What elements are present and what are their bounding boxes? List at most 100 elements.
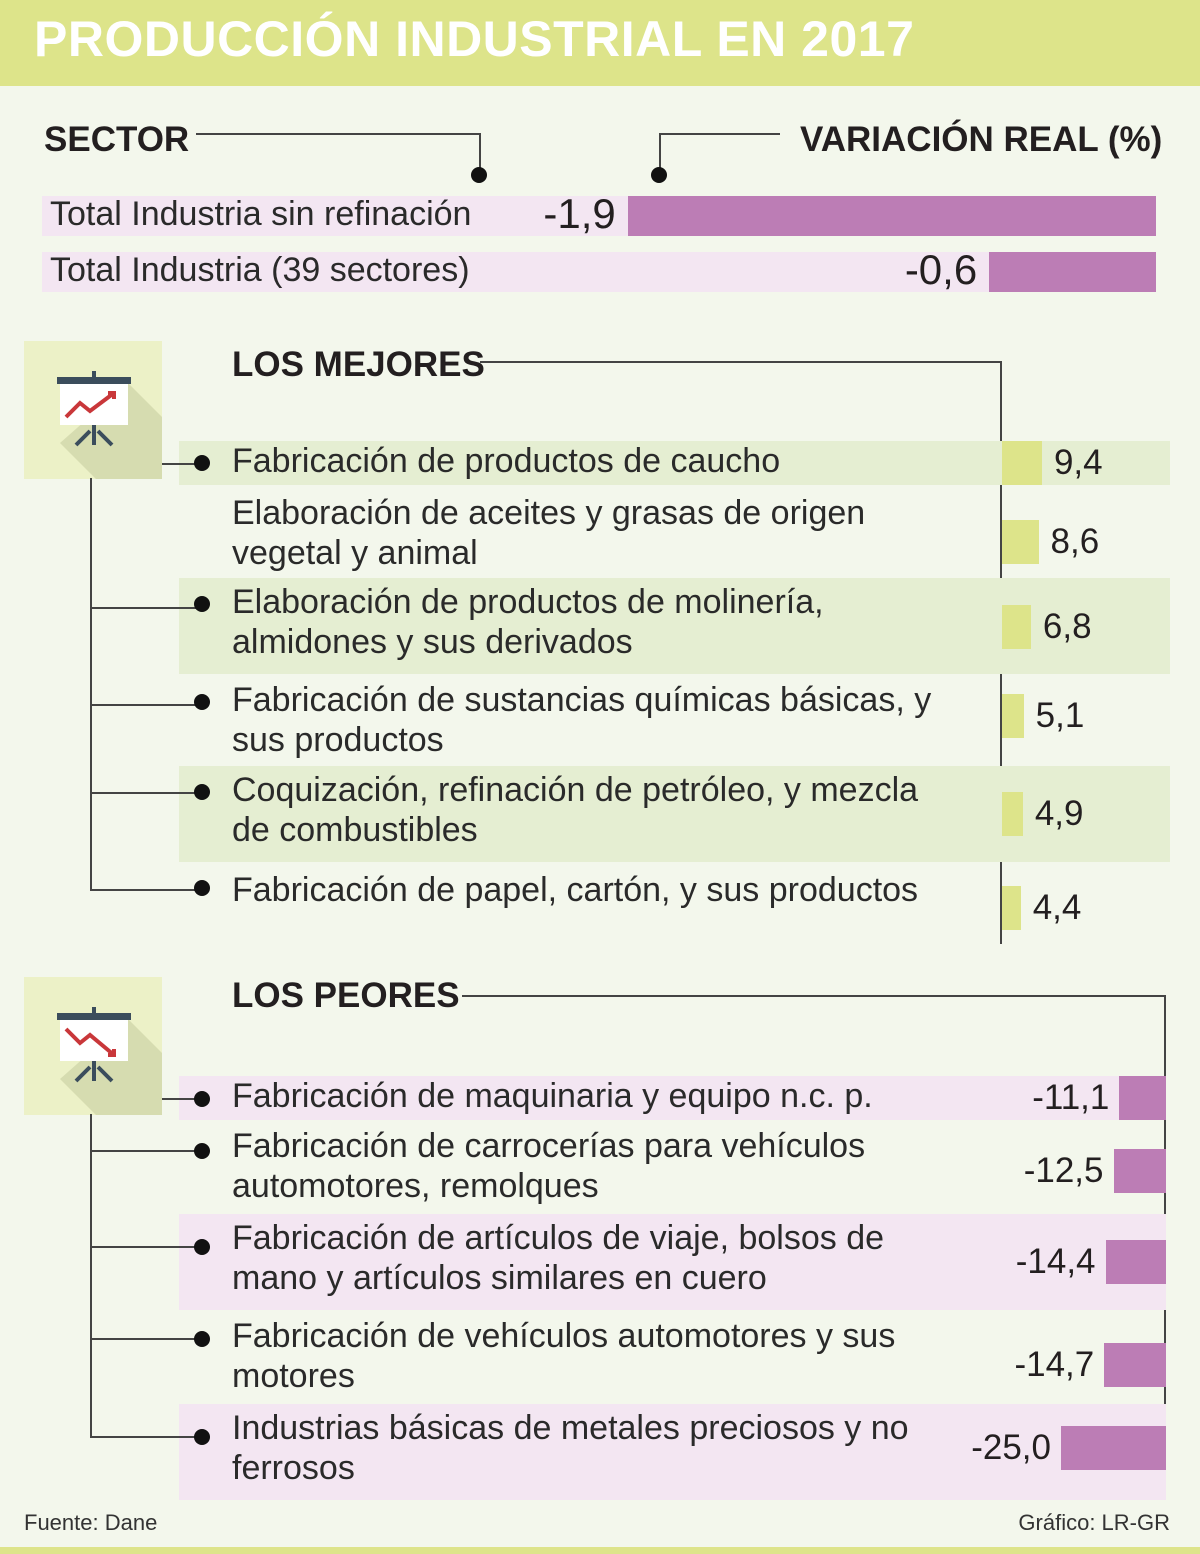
worst-branch-line bbox=[90, 1436, 204, 1438]
best-value: 5,1 bbox=[1035, 696, 1085, 735]
best-branch-line bbox=[90, 792, 204, 794]
best-label-line: Elaboración de productos de molinería, bbox=[232, 583, 824, 621]
worst-label: Fabricación de artículos de viaje, bolso… bbox=[232, 1218, 884, 1298]
worst-label-line: Fabricación de carrocerías para vehículo… bbox=[232, 1127, 866, 1165]
worst-label-line: Industrias básicas de metales preciosos … bbox=[232, 1409, 909, 1447]
best-label: Fabricación de papel, cartón, y sus prod… bbox=[232, 870, 918, 910]
trend-down-tile bbox=[24, 977, 162, 1115]
best-label-line: Fabricación de sustancias químicas básic… bbox=[232, 681, 932, 719]
best-value: 9,4 bbox=[1053, 443, 1103, 482]
worst-value: -11,1 bbox=[1032, 1078, 1110, 1117]
worst-bar bbox=[1104, 1343, 1166, 1387]
worst-branch-line bbox=[90, 1150, 204, 1152]
bottom-bar bbox=[0, 1547, 1200, 1554]
best-label: Elaboración de productos de molinería, al… bbox=[232, 582, 824, 662]
best-value: 8,6 bbox=[1050, 522, 1100, 561]
best-label: Fabricación de productos de caucho bbox=[232, 441, 780, 481]
best-label-line: de combustibles bbox=[232, 811, 478, 849]
worst-label: Fabricación de maquinaria y equipo n.c. … bbox=[232, 1076, 873, 1116]
worst-label: Industrias básicas de metales preciosos … bbox=[232, 1408, 909, 1488]
sector-connector bbox=[196, 133, 480, 135]
page-title: PRODUCCIÓN INDUSTRIAL EN 2017 bbox=[34, 11, 915, 67]
best-section-title: LOS MEJORES bbox=[232, 345, 485, 384]
worst-value: -12,5 bbox=[1023, 1151, 1104, 1190]
best-header-line bbox=[480, 361, 1002, 363]
worst-header-line bbox=[462, 995, 1166, 997]
best-tree-trunk bbox=[90, 478, 92, 890]
worst-label: Fabricación de carrocerías para vehículo… bbox=[232, 1126, 865, 1206]
best-label-line: almidones y sus derivados bbox=[232, 623, 633, 661]
trend-up-tile bbox=[24, 341, 162, 479]
best-branch-line bbox=[90, 889, 204, 891]
best-bar bbox=[1002, 605, 1031, 649]
best-bullet bbox=[194, 880, 210, 896]
worst-label: Fabricación de vehículos automotores y s… bbox=[232, 1316, 895, 1396]
best-value: 4,4 bbox=[1032, 888, 1082, 927]
worst-row-bg bbox=[179, 1214, 1166, 1310]
worst-branch-line bbox=[90, 1338, 204, 1340]
best-label-line: Elaboración de aceites y grasas de orige… bbox=[232, 494, 866, 532]
worst-bar bbox=[1119, 1076, 1166, 1120]
worst-value: -25,0 bbox=[971, 1428, 1051, 1467]
best-value: 4,9 bbox=[1034, 794, 1084, 833]
total-bar bbox=[627, 196, 1156, 236]
best-label: Coquización, refinación de petróleo, y m… bbox=[232, 770, 918, 850]
total-row-bg bbox=[42, 196, 628, 236]
best-label-line: vegetal y animal bbox=[232, 534, 478, 572]
worst-label-line: Fabricación de artículos de viaje, bolso… bbox=[232, 1219, 885, 1257]
sector-header: SECTOR bbox=[44, 120, 190, 159]
best-label-line: sus productos bbox=[232, 721, 444, 759]
source-note: Fuente: Dane bbox=[24, 1510, 158, 1535]
best-value: 6,8 bbox=[1042, 607, 1092, 646]
best-label: Fabricación de sustancias químicas básic… bbox=[232, 680, 931, 760]
best-label-line: Fabricación de papel, cartón, y sus prod… bbox=[232, 871, 919, 909]
total-bar bbox=[989, 252, 1156, 292]
worst-value: -14,7 bbox=[1014, 1345, 1095, 1384]
best-bar bbox=[1002, 886, 1021, 930]
worst-section-title: LOS PEORES bbox=[232, 976, 460, 1015]
worst-row-bg bbox=[179, 1076, 1166, 1120]
total-row-bg bbox=[42, 252, 990, 292]
best-bullet bbox=[194, 784, 210, 800]
worst-label-line: Fabricación de maquinaria y equipo n.c. … bbox=[232, 1077, 873, 1115]
worst-bullet bbox=[194, 1239, 210, 1255]
worst-bullet bbox=[194, 1091, 210, 1107]
best-branch-line bbox=[162, 463, 204, 465]
worst-value: -14,4 bbox=[1015, 1242, 1096, 1281]
total-label: Total Industria sin refinación bbox=[50, 195, 472, 233]
worst-bar bbox=[1061, 1426, 1166, 1470]
worst-label-line: automotores, remolques bbox=[232, 1167, 599, 1205]
best-bar bbox=[1002, 792, 1023, 836]
total-value: -1,9 bbox=[543, 190, 616, 237]
credit-note: Gráfico: LR-GR bbox=[1018, 1510, 1170, 1535]
best-label-line: Fabricación de productos de caucho bbox=[232, 442, 781, 480]
worst-bullet bbox=[194, 1331, 210, 1347]
variation-connector bbox=[660, 133, 780, 135]
sector-connector-drop bbox=[479, 133, 481, 173]
variation-dot bbox=[651, 167, 667, 183]
worst-row-bg bbox=[179, 1404, 1166, 1500]
best-bullet bbox=[194, 694, 210, 710]
total-value: -0,6 bbox=[904, 246, 978, 293]
worst-label-line: Fabricación de vehículos automotores y s… bbox=[232, 1317, 896, 1355]
best-label-line: Coquización, refinación de petróleo, y m… bbox=[232, 771, 919, 809]
best-label: Elaboración de aceites y grasas de orige… bbox=[232, 493, 865, 573]
worst-bullet bbox=[194, 1429, 210, 1445]
best-bar bbox=[1002, 520, 1039, 564]
worst-label-line: mano y artículos similares en cuero bbox=[232, 1259, 767, 1297]
sector-dot bbox=[471, 167, 487, 183]
worst-label-line: motores bbox=[232, 1357, 355, 1395]
total-label: Total Industria (39 sectores) bbox=[50, 251, 470, 289]
best-branch-line bbox=[90, 704, 204, 706]
title-bar bbox=[0, 0, 1200, 86]
worst-tree-trunk bbox=[90, 1114, 92, 1436]
variation-header: VARIACIÓN REAL (%) bbox=[800, 120, 1163, 159]
best-bar bbox=[1002, 694, 1024, 738]
worst-bar bbox=[1113, 1149, 1166, 1193]
trend-down-icon bbox=[57, 1007, 162, 1115]
best-branch-line bbox=[90, 607, 204, 609]
best-bullet bbox=[194, 455, 210, 471]
best-bullet bbox=[194, 596, 210, 612]
worst-branch-line bbox=[90, 1246, 204, 1248]
worst-bar bbox=[1105, 1240, 1166, 1284]
